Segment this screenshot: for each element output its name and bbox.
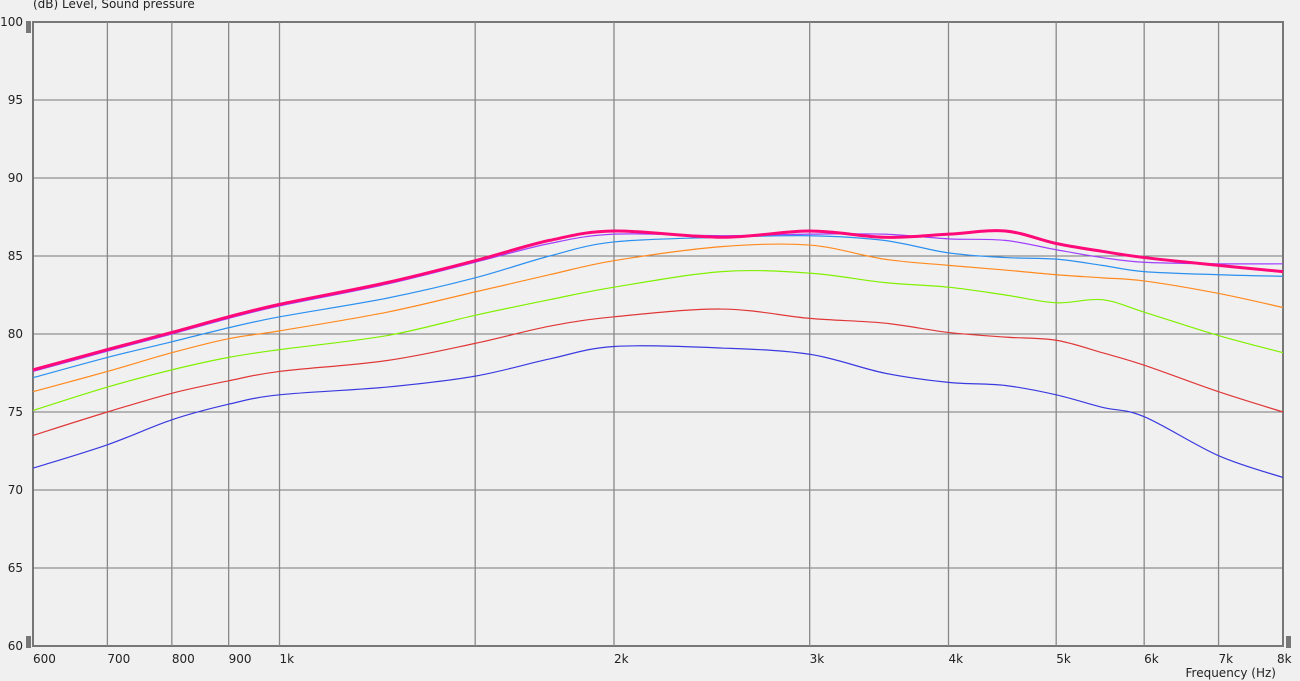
series-line-2 <box>32 269 1284 412</box>
series-line-0 <box>32 345 1284 479</box>
x-scroll-handle-right[interactable] <box>1286 636 1291 648</box>
tick-labels: 100 95 90 85 80 75 70 65 60 600 700 800 900 1k 2k 3k 4k 5… <box>0 15 1292 666</box>
x-tick-label: 2k <box>614 652 629 666</box>
series-line-1 <box>32 308 1284 436</box>
x-tick-label: 1k <box>280 652 295 666</box>
chart-title: (dB) Level, Sound pressure <box>33 0 195 11</box>
x-tick-label: 3k <box>810 652 825 666</box>
series-line-3 <box>32 243 1284 393</box>
x-tick-label: 600 <box>33 652 56 666</box>
x-axis-label: Frequency (Hz) <box>1186 666 1277 680</box>
x-tick-label: 800 <box>172 652 195 666</box>
series-line-6 <box>32 229 1284 372</box>
x-tick-label: 700 <box>107 652 130 666</box>
x-tick-label: 8k <box>1277 652 1292 666</box>
y-tick-label: 100 <box>0 15 23 29</box>
y-tick-label: 65 <box>8 561 23 575</box>
y-tick-label: 80 <box>8 327 23 341</box>
x-tick-label: 7k <box>1219 652 1234 666</box>
y-tick-label: 90 <box>8 171 23 185</box>
y-tick-label: 85 <box>8 249 23 263</box>
x-tick-label: 4k <box>949 652 964 666</box>
x-tick-label: 900 <box>229 652 252 666</box>
series-group <box>32 229 1284 479</box>
x-tick-label: 5k <box>1056 652 1071 666</box>
y-tick-label: 70 <box>8 483 23 497</box>
y-scroll-handle-top[interactable] <box>26 21 31 33</box>
grid <box>26 21 1291 648</box>
y-tick-label: 60 <box>8 639 23 653</box>
y-tick-label: 95 <box>8 93 23 107</box>
y-scroll-handle-bottom[interactable] <box>26 636 31 648</box>
y-tick-label: 75 <box>8 405 23 419</box>
x-tick-label: 6k <box>1144 652 1159 666</box>
